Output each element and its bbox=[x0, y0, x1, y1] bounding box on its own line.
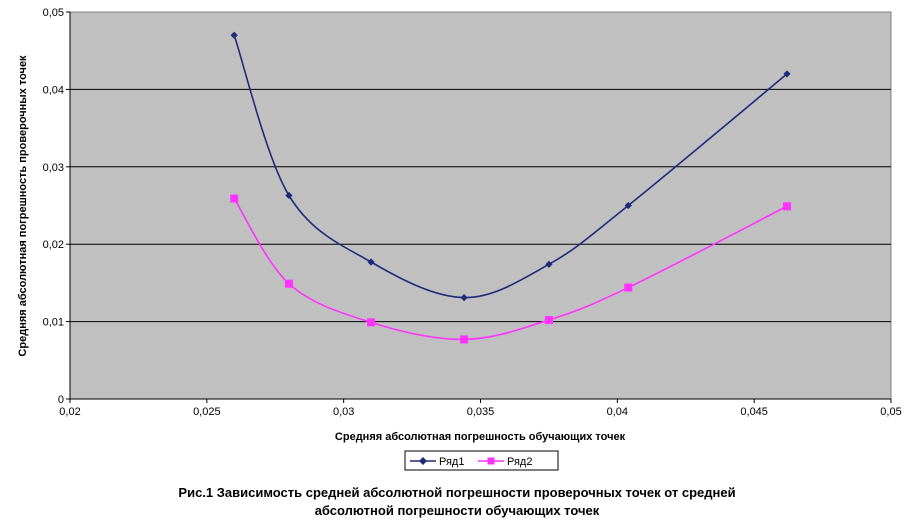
y-tick-label: 0,03 bbox=[43, 162, 64, 174]
series-layer bbox=[230, 31, 792, 344]
x-tick-label: 0,045 bbox=[740, 406, 768, 418]
x-tick-label: 0,05 bbox=[880, 406, 901, 418]
data-point bbox=[367, 318, 376, 327]
y-tick-label: 0,04 bbox=[43, 84, 64, 96]
x-tick-label: 0,035 bbox=[467, 406, 495, 418]
data-point bbox=[624, 201, 632, 210]
y-axis-title: Средняя абсолютная погрешность проверочн… bbox=[17, 55, 29, 357]
x-axis-title: Средняя абсолютная погрешность обучающих… bbox=[335, 431, 626, 443]
y-tick-label: 0,01 bbox=[43, 317, 64, 329]
series-2 bbox=[230, 194, 792, 344]
data-point bbox=[230, 194, 239, 203]
data-point bbox=[285, 191, 293, 200]
plot-area bbox=[69, 11, 892, 400]
y-tick-label: 0,02 bbox=[43, 239, 64, 251]
legend-marker-series-1 bbox=[419, 457, 427, 465]
series-1 bbox=[230, 31, 791, 302]
gridlines bbox=[70, 88, 891, 323]
data-point bbox=[460, 335, 469, 344]
data-point bbox=[544, 316, 553, 325]
legend-label-series-2: Ряд2 bbox=[507, 456, 532, 468]
data-point bbox=[783, 202, 792, 211]
y-tick-labels: 0 0,01 0,02 0,03 0,04 0,05 bbox=[43, 7, 64, 406]
y-tick-label: 0,05 bbox=[43, 7, 64, 19]
figure-caption-line-2: абсолютной погрешности обучающих точек bbox=[314, 503, 600, 518]
data-point bbox=[783, 70, 791, 78]
x-tick-label: 0,03 bbox=[333, 406, 354, 418]
data-point bbox=[624, 283, 633, 292]
data-point bbox=[230, 31, 238, 39]
legend-label-series-1: Ряд1 bbox=[439, 456, 464, 468]
x-tick-labels: 0,02 0,025 0,03 0,035 0,04 0,045 0,05 bbox=[59, 406, 901, 418]
x-tick-label: 0,025 bbox=[193, 406, 221, 418]
figure-caption-line-1: Рис.1 Зависимость средней абсолютной пог… bbox=[178, 485, 736, 500]
x-tick-label: 0,02 bbox=[59, 406, 80, 418]
x-tick-label: 0,04 bbox=[607, 406, 628, 418]
data-point bbox=[367, 258, 375, 266]
axes bbox=[66, 11, 892, 403]
legend: Ряд1 Ряд2 bbox=[404, 450, 559, 471]
y-tick-label: 0 bbox=[58, 394, 64, 406]
data-point bbox=[284, 279, 293, 288]
legend-marker-series-2 bbox=[487, 457, 495, 465]
data-point bbox=[460, 294, 468, 302]
data-point bbox=[545, 260, 553, 268]
